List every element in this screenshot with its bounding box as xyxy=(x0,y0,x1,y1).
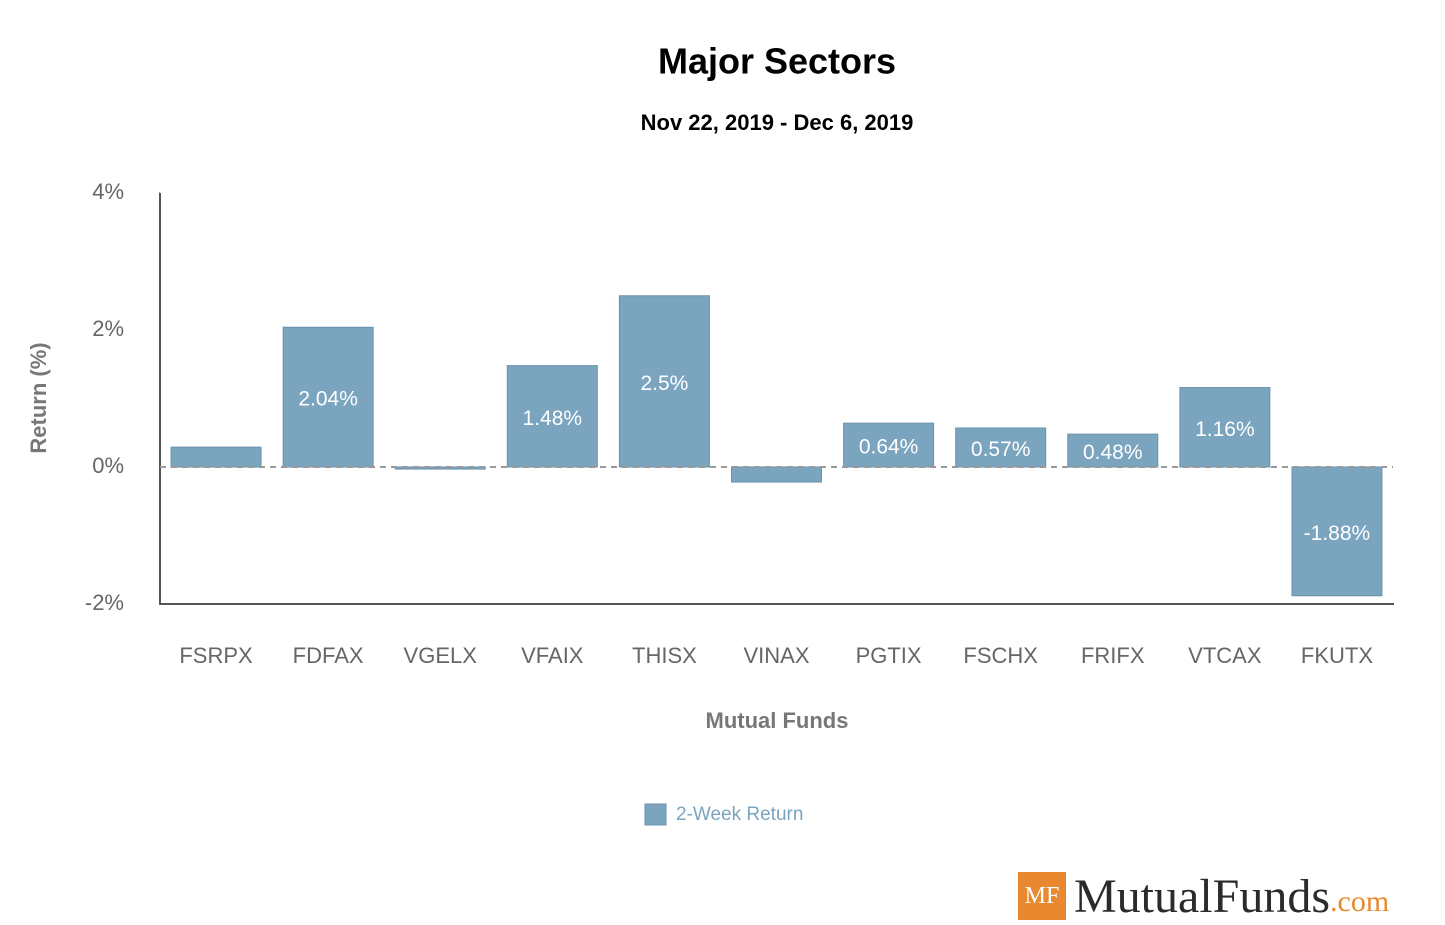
data-label: 0.48% xyxy=(1083,441,1143,464)
logo-suffix: .com xyxy=(1330,885,1390,918)
data-label: 0.57% xyxy=(971,438,1031,461)
bar xyxy=(1179,387,1271,468)
y-axis-title: Return (%) xyxy=(26,342,51,453)
y-tick-label: 4% xyxy=(92,179,124,204)
y-tick-label: 0% xyxy=(92,453,124,478)
chart-title: Major Sectors xyxy=(658,41,896,82)
chart-subtitle: Nov 22, 2019 - Dec 6, 2019 xyxy=(641,110,914,135)
data-label: 2.5% xyxy=(640,372,688,395)
data-label: -1.88% xyxy=(1304,522,1371,545)
bar xyxy=(1067,433,1159,468)
x-tick-label: VINAX xyxy=(743,643,809,668)
logo-name: MutualFunds xyxy=(1074,869,1331,923)
x-tick-label: FKUTX xyxy=(1301,643,1373,668)
x-tick-label: VFAIX xyxy=(521,643,584,668)
logo-mark: MF xyxy=(1018,872,1066,920)
bar xyxy=(1291,466,1383,597)
bar xyxy=(618,295,710,468)
x-axis-title: Mutual Funds xyxy=(706,708,849,733)
y-tick-label: -2% xyxy=(85,590,124,615)
data-label: 1.16% xyxy=(1195,418,1255,441)
x-tick-label: FSRPX xyxy=(179,643,253,668)
y-tick-label: 2% xyxy=(92,316,124,341)
bar xyxy=(170,446,262,468)
logo: MF MutualFunds .com xyxy=(1018,869,1390,923)
data-label: 1.48% xyxy=(523,407,583,430)
x-tick-label: FDFAX xyxy=(293,643,364,668)
x-tick-label: FSCHX xyxy=(963,643,1038,668)
bar xyxy=(506,365,598,468)
data-label: 2.04% xyxy=(298,388,358,411)
x-tick-label: VGELX xyxy=(404,643,478,668)
x-tick-label: FRIFX xyxy=(1081,643,1145,668)
data-label: 0.64% xyxy=(859,436,919,459)
chart: Major Sectors Nov 22, 2019 - Dec 6, 2019… xyxy=(26,41,1394,826)
bar xyxy=(955,427,1047,468)
x-tick-label: VTCAX xyxy=(1188,643,1262,668)
bar xyxy=(843,422,935,468)
x-tick-label: PGTIX xyxy=(856,643,922,668)
legend-label: 2-Week Return xyxy=(676,804,803,825)
legend-swatch xyxy=(644,803,667,826)
bar xyxy=(731,466,822,483)
x-tick-label: THISX xyxy=(632,643,697,668)
